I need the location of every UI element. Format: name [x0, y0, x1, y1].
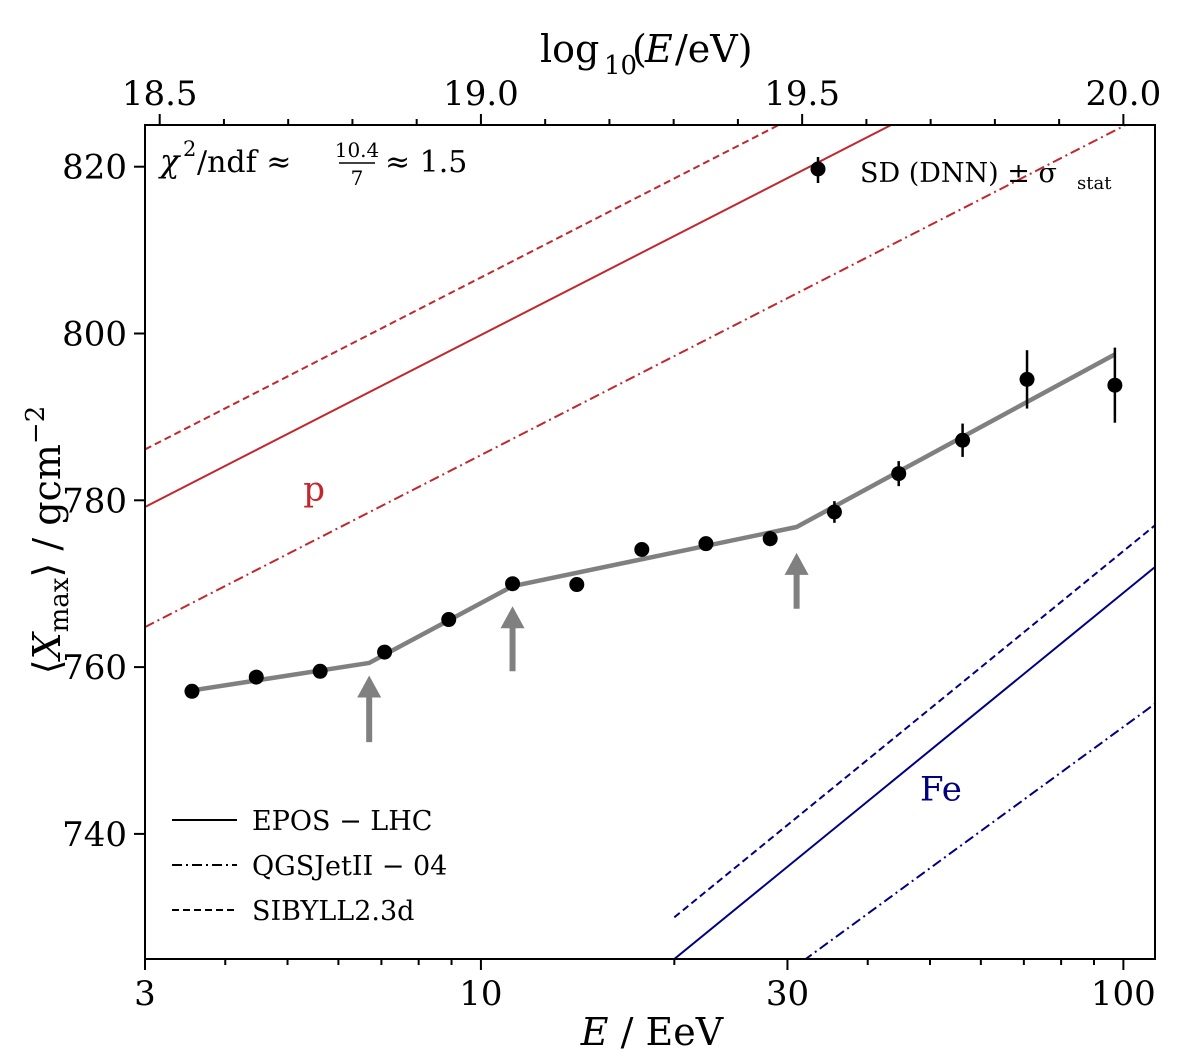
- data-marker: [312, 663, 328, 679]
- data-point: [634, 542, 650, 558]
- data-point: [826, 501, 842, 523]
- data-legend-marker: [810, 161, 826, 177]
- model-legend-label: SIBYLL2.3d: [252, 896, 414, 927]
- data-marker: [1019, 371, 1035, 387]
- chi2-den: 7: [351, 166, 364, 190]
- plot-frame: [144, 124, 1156, 960]
- label-p: p: [303, 469, 325, 509]
- label-fe: Fe: [920, 770, 962, 810]
- data-marker: [955, 432, 971, 448]
- data-marker: [634, 542, 650, 558]
- axis-ticks: 3 10 30 100 18.5 19.0 19.5 20.0 740 760 780 800 820: [62, 74, 1161, 1014]
- data-point: [184, 683, 200, 699]
- data-marker: [441, 612, 457, 628]
- x-tick-label: 30: [766, 974, 809, 1014]
- data-points: [184, 347, 1123, 699]
- data-marker: [762, 531, 778, 547]
- y-tick-label: 800: [62, 315, 127, 355]
- x2label-pre: log: [540, 27, 599, 71]
- data-point: [762, 531, 778, 547]
- model-legend-entry: EPOS − LHC: [172, 806, 432, 837]
- model-lines: [145, 125, 1155, 959]
- x-tick-label: 3: [134, 974, 156, 1014]
- data-marker: [248, 669, 264, 685]
- data-marker: [891, 466, 907, 482]
- y-tick-label: 780: [62, 481, 127, 521]
- data-legend: SD (DNN) ± σ stat: [810, 157, 1112, 194]
- y-axis-label: ⟨Xmax⟩ / gcm−2: [21, 406, 75, 674]
- svg-text:E / EeV: E / EeV: [580, 1010, 724, 1054]
- ylabel-sup: −2: [21, 406, 51, 444]
- x2-tick-label: 18.5: [122, 74, 198, 114]
- model-line-p-sibyll23d: [145, 125, 781, 451]
- annotations: p Fe: [303, 469, 962, 809]
- broken-fit: [191, 352, 1116, 693]
- model-legend-label: QGSJetII − 04: [252, 851, 447, 882]
- x-tick-label: 100: [1091, 974, 1156, 1014]
- data-point: [377, 644, 393, 660]
- x2-axis-label: log 10 ( E /eV): [540, 27, 753, 81]
- y-tick-label: 820: [62, 148, 127, 188]
- break-arrow: [784, 552, 809, 609]
- data-marker: [826, 504, 842, 520]
- broken-fit-line: [191, 352, 1116, 693]
- y-tick-label: 760: [62, 648, 127, 688]
- break-arrows: [357, 552, 809, 743]
- model-line-p-qgsjetii04: [145, 125, 1128, 628]
- x-tick-label: 10: [459, 974, 502, 1014]
- xlabel-sym: E: [580, 1010, 609, 1054]
- model-legend-entry: SIBYLL2.3d: [172, 896, 414, 927]
- data-point: [248, 669, 264, 685]
- data-point: [955, 423, 971, 457]
- x2label-sub: 10: [604, 51, 637, 81]
- model-legend: EPOS − LHC QGSJetII − 04 SIBYLL2.3d: [172, 806, 447, 927]
- data-point: [569, 577, 585, 593]
- data-point: [1019, 350, 1035, 409]
- break-arrow: [500, 606, 525, 672]
- data-marker: [698, 536, 714, 552]
- data-marker: [505, 576, 521, 592]
- chi2-prefix: χ: [158, 142, 181, 180]
- model-line-fe-sibyll23d: [673, 524, 1155, 919]
- x2label-post: /eV): [675, 27, 753, 71]
- chi2-num: 10.4: [335, 138, 380, 162]
- data-point: [698, 536, 714, 552]
- model-line-p-eposlhc: [145, 125, 894, 508]
- chi2-mid: /ndf ≈: [197, 145, 291, 180]
- data-legend-sub: stat: [1077, 173, 1112, 194]
- model-legend-entry: QGSJetII − 04: [172, 851, 447, 882]
- data-point: [441, 612, 457, 628]
- chi2-suffix: ≈ 1.5: [385, 145, 467, 180]
- data-marker: [569, 577, 585, 593]
- model-line-fe-eposlhc: [673, 566, 1155, 959]
- y-tick-label: 740: [62, 815, 127, 855]
- ylabel-open: ⟨: [25, 659, 69, 674]
- model-legend-label: EPOS − LHC: [252, 806, 432, 837]
- x2-tick-label: 19.5: [764, 74, 840, 114]
- data-point: [1107, 347, 1123, 423]
- ylabel-sym: X: [25, 630, 69, 662]
- break-arrow: [357, 675, 382, 743]
- ylabel-sub: max: [45, 577, 75, 632]
- data-point: [505, 576, 521, 592]
- chi2-annotation: χ 2 /ndf ≈ 10.4 7 ≈ 1.5: [158, 137, 467, 190]
- svg-text:⟨Xmax⟩ / gcm−2: ⟨Xmax⟩ / gcm−2: [21, 406, 75, 674]
- ylabel-unit: / gcm: [25, 444, 69, 563]
- ylabel-close: ⟩: [25, 563, 69, 578]
- xlabel-unit: / EeV: [609, 1010, 724, 1054]
- x2-tick-label: 19.0: [443, 74, 519, 114]
- x-axis-label: E / EeV: [580, 1010, 724, 1054]
- data-point: [312, 663, 328, 679]
- chi2-sup: 2: [183, 137, 196, 161]
- data-marker: [377, 644, 393, 660]
- x2label-open: (: [632, 27, 647, 71]
- data-legend-label: SD (DNN) ± σ: [860, 158, 1057, 189]
- model-line-fe-qgsjetii04: [804, 702, 1155, 959]
- data-point: [891, 461, 907, 487]
- x2-tick-label: 20.0: [1086, 74, 1162, 114]
- x2label-sym: E: [644, 27, 673, 71]
- data-marker: [184, 683, 200, 699]
- data-marker: [1107, 377, 1123, 393]
